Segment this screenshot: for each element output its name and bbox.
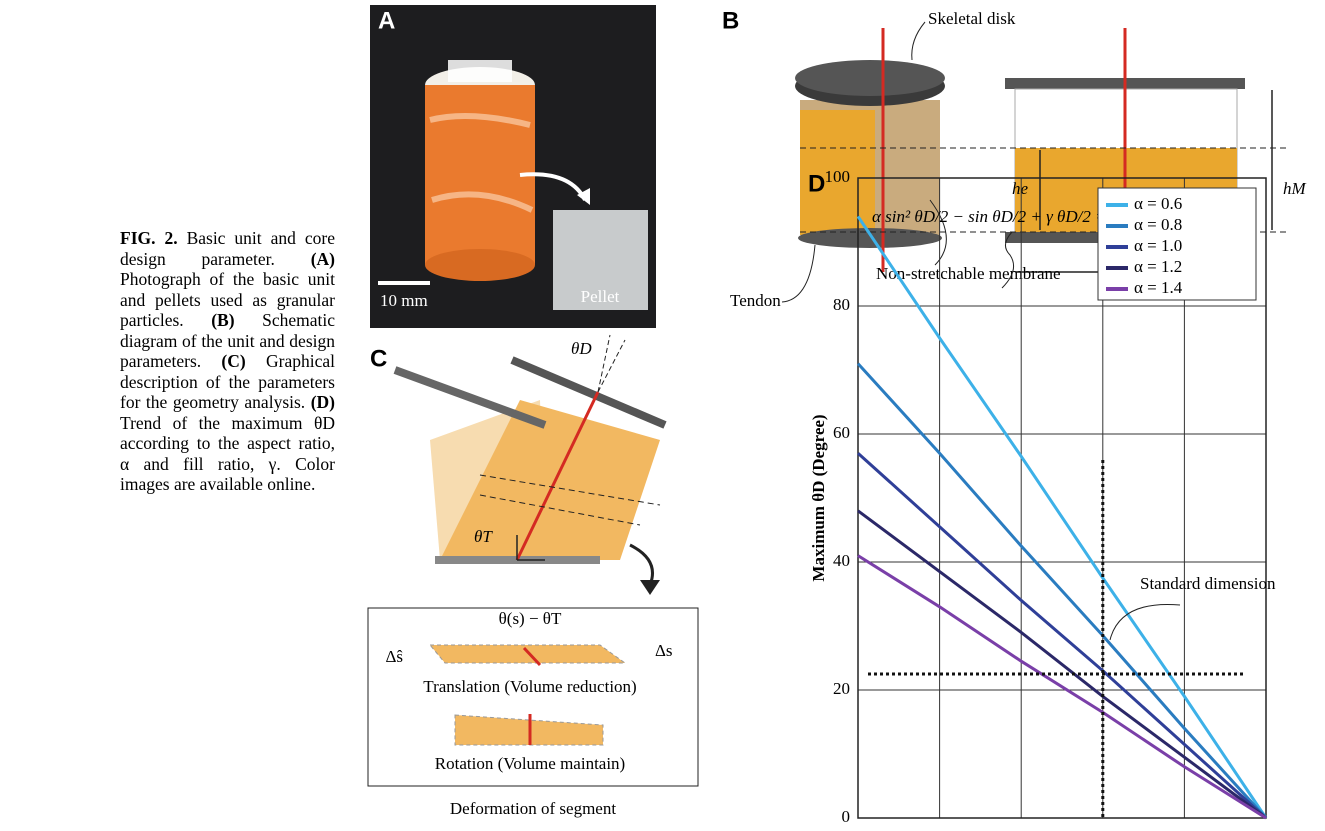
plate (395, 370, 545, 425)
legend-label: α = 1.0 (1134, 236, 1182, 255)
page: FIG. 2. Basic unit and core design param… (0, 0, 1325, 831)
panel-label: D (808, 170, 825, 197)
arrow (630, 545, 653, 585)
legend-label: α = 0.6 (1134, 194, 1182, 213)
bottom-disk (798, 228, 942, 248)
x-tick-label: 0.9 (1174, 827, 1195, 831)
legend-label: α = 1.4 (1134, 278, 1183, 297)
theta-t: θT (474, 527, 493, 546)
theta-d: θD (571, 339, 592, 358)
theta-diff: θ(s) − θT (499, 609, 562, 628)
scale-label: 10 mm (380, 291, 428, 310)
delta-s-hat: Δŝ (385, 647, 403, 666)
panel-label: B (722, 7, 739, 34)
series-line (858, 511, 1266, 818)
skeletal-label: Skeletal disk (928, 9, 1016, 28)
panel-label: C (370, 345, 387, 372)
x-tick-label: 1 (1262, 827, 1271, 831)
standard-label: Standard dimension (1140, 574, 1276, 593)
x-tick-label: 0.6 (929, 827, 950, 831)
he: he (1012, 179, 1029, 198)
unit-disk (448, 60, 512, 82)
membrane-label: Non-stretchable membrane (876, 264, 1061, 283)
rotation: Rotation (Volume maintain) (435, 754, 625, 773)
inset-label: Pellet (581, 287, 620, 306)
hm: hM (1283, 179, 1307, 198)
y-tick-label: 0 (842, 807, 851, 826)
leader (1110, 604, 1180, 640)
legend-label: α = 1.2 (1134, 257, 1182, 276)
series-line (858, 556, 1266, 818)
delta-s: Δs (655, 641, 673, 660)
legend-label: α = 0.8 (1134, 215, 1182, 234)
leader (912, 22, 925, 60)
membrane-text: Non-stretchable membrane (876, 264, 1061, 283)
equation: α sin² θD/2 − sin θD/2 + γ θD/2 = 0 (872, 207, 1120, 226)
x-tick-label: 0.5 (847, 827, 868, 831)
arrow-head (640, 580, 660, 595)
leader (782, 245, 815, 302)
unit-bottom (425, 249, 535, 281)
dashed (598, 335, 610, 392)
tendon-label: Tendon (730, 291, 781, 310)
unit-body (425, 85, 535, 265)
y-tick-label: 60 (833, 423, 850, 442)
y-tick-label: 100 (825, 167, 851, 186)
y-tick-label: 20 (833, 679, 850, 698)
series-line (858, 216, 1266, 818)
figure: 10 mm Pellet A B he hM D Skeletal disk T… (0, 0, 1325, 831)
dashed (598, 340, 625, 392)
panel-label: A (378, 7, 395, 34)
y-axis-label: Maximum θD (Degree) (809, 414, 828, 581)
y-tick-label: 80 (833, 295, 850, 314)
segment (430, 645, 625, 663)
translation: Translation (Volume reduction) (423, 677, 636, 696)
top-disk-face (795, 60, 945, 96)
footer: Deformation of segment (450, 799, 616, 818)
y-tick-label: 40 (833, 551, 850, 570)
series-line (858, 453, 1266, 818)
